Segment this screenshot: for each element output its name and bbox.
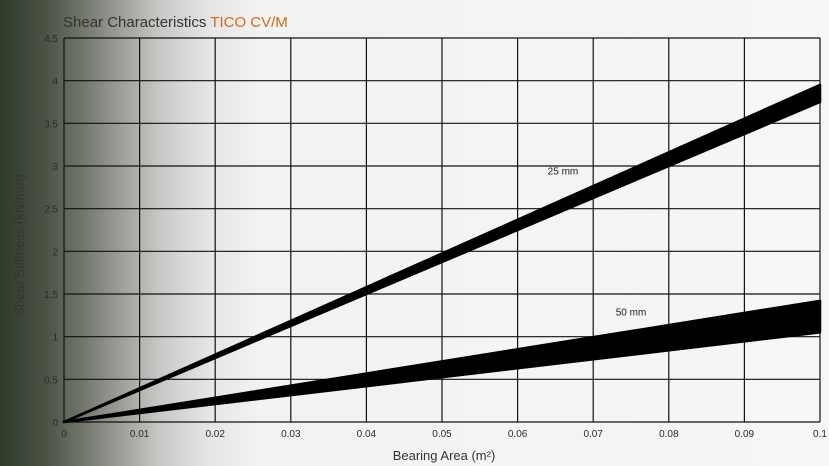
chart-subtitle: TICO CV/M — [210, 14, 288, 31]
x-tick-label: 0.04 — [357, 429, 377, 440]
series-band — [62, 83, 822, 424]
x-axis-label: Bearing Area (m²) — [393, 448, 496, 463]
x-tick-label: 0 — [61, 429, 67, 440]
x-tick-label: 0.06 — [508, 429, 528, 440]
y-tick-label: 0.5 — [44, 375, 58, 386]
x-tick-label: 0.09 — [735, 429, 755, 440]
series-bands — [62, 83, 822, 424]
x-tick-label: 0.03 — [281, 429, 301, 440]
y-tick-label: 0 — [52, 418, 58, 429]
x-tick-label: 0.08 — [659, 429, 679, 440]
y-axis-label: Shear Stiffness (kN/mm) — [12, 174, 27, 315]
x-tick-label: 0.02 — [205, 429, 225, 440]
y-tick-label: 4.5 — [44, 34, 58, 45]
chart-title: Shear Characteristics — [63, 14, 206, 31]
y-tick-labels: 0 0.5 1 1.5 2 2.5 3 3.5 4 4.5 — [44, 34, 58, 429]
y-tick-label: 2.5 — [44, 205, 58, 216]
y-tick-label: 1.5 — [44, 290, 58, 301]
y-tick-label: 4 — [52, 77, 58, 88]
chart-title-line: Shear Characteristics TICO CV/M — [63, 14, 288, 31]
x-tick-label: 0.1 — [813, 429, 827, 440]
x-tick-labels: 0 0.01 0.02 0.03 0.04 0.05 0.06 0.07 0.08 0.09 0.1 — [61, 429, 827, 440]
x-tick-label: 0.01 — [130, 429, 150, 440]
y-tick-label: 1 — [52, 333, 58, 344]
y-tick-label: 3.5 — [44, 119, 58, 130]
series-label: 25 mm — [548, 167, 579, 178]
y-tick-label: 2 — [52, 247, 58, 258]
x-tick-label: 0.05 — [432, 429, 452, 440]
series-label: 50 mm — [616, 307, 647, 318]
series-labels: 25 mm 50 mm — [548, 167, 647, 319]
x-tick-label: 0.07 — [583, 429, 603, 440]
y-tick-label: 3 — [52, 162, 58, 173]
series-band — [62, 299, 822, 424]
